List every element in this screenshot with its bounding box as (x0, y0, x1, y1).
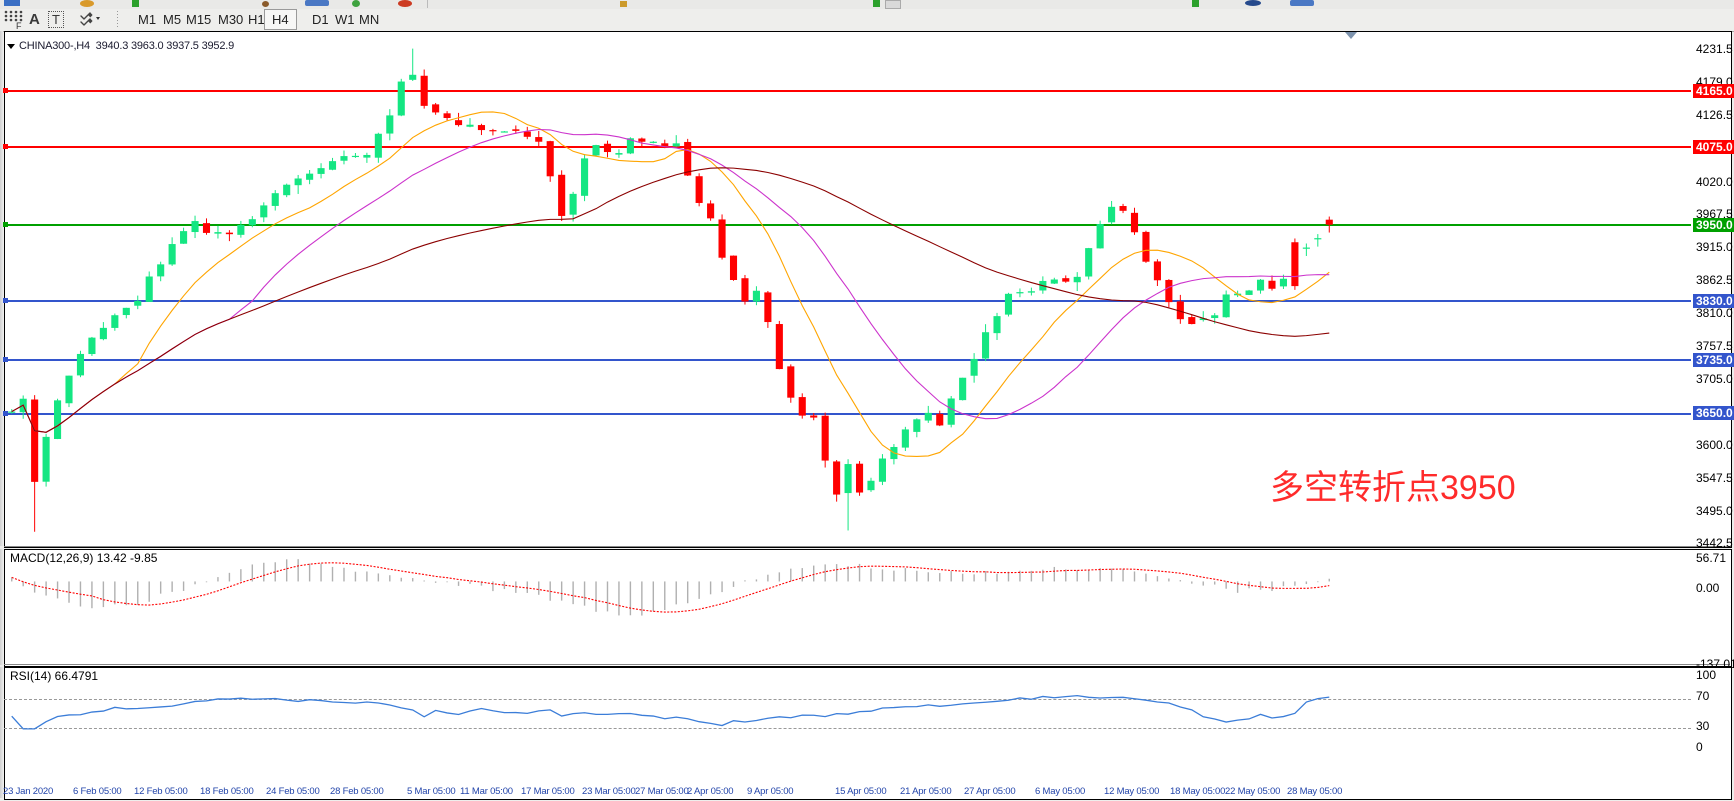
svg-text:F: F (16, 21, 22, 30)
